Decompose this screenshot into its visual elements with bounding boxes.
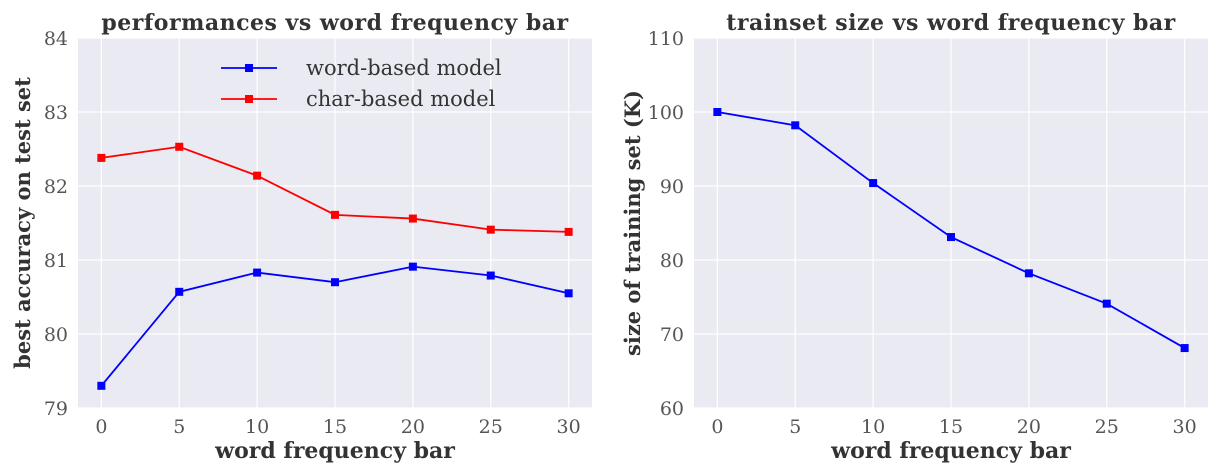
trainset-x-tick-label: 10 (861, 416, 885, 438)
trainset-x-tick-label: 0 (711, 416, 723, 438)
accuracy-series-1-point (486, 225, 495, 234)
trainset-series-0-point (1102, 299, 1111, 308)
accuracy-y-tick-label: 82 (44, 176, 68, 198)
legend-marker-char-based (245, 95, 253, 103)
accuracy-series-1-point (175, 142, 184, 151)
trainset-size-chart: 0 5 10 15 20 25 30 60 70 80 90 100 110 trainset size… (620, 10, 1208, 464)
accuracy-series-1-point (253, 171, 262, 180)
trainset-series-0-point (791, 121, 800, 130)
trainset-series-0-point (869, 179, 878, 188)
trainset-y-tick-label: 70 (660, 324, 684, 346)
accuracy-y-tick-label: 81 (44, 250, 68, 272)
accuracy-series-0-point (331, 278, 339, 287)
accuracy-x-tick-label: 0 (95, 416, 107, 438)
legend-marker-word-based (245, 64, 253, 72)
accuracy-legend: word-based model char-based model (221, 56, 502, 111)
accuracy-series-0-point (253, 268, 262, 277)
accuracy-x-tick-label: 15 (323, 416, 347, 438)
accuracy-x-tick-label: 10 (245, 416, 269, 438)
trainset-series-0-point (1180, 344, 1189, 353)
accuracy-series-1-point (331, 210, 339, 219)
accuracy-series-0-point (175, 287, 184, 296)
accuracy-y-axis-label: best accuracy on test set (10, 77, 35, 369)
accuracy-series-0-point (408, 262, 417, 271)
trainset-x-tick-label: 20 (1017, 416, 1041, 438)
trainset-x-tick-label: 5 (789, 416, 801, 438)
accuracy-x-tick-label: 5 (173, 416, 185, 438)
trainset-y-tick-label: 60 (660, 398, 684, 420)
accuracy-chart-title: performances vs word frequency bar (101, 10, 568, 36)
accuracy-y-tick-label: 84 (44, 28, 68, 50)
accuracy-series-1-point (564, 227, 573, 236)
trainset-series-0-point (1024, 269, 1033, 278)
trainset-chart-title: trainset size vs word frequency bar (726, 10, 1176, 36)
accuracy-x-tick-label: 30 (557, 416, 581, 438)
accuracy-series-0-point (97, 381, 106, 390)
trainset-series-0-point (713, 108, 722, 116)
trainset-x-tick-label: 30 (1173, 416, 1197, 438)
legend-label-char-based: char-based model (306, 87, 496, 111)
accuracy-series-0-point (564, 289, 573, 298)
trainset-y-tick-label: 100 (648, 102, 684, 124)
trainset-y-tick-label: 110 (648, 28, 684, 50)
trainset-y-tick-label: 90 (660, 176, 684, 198)
accuracy-x-tick-label: 20 (401, 416, 425, 438)
accuracy-x-tick-label: 25 (479, 416, 503, 438)
accuracy-series-0-point (486, 271, 495, 280)
accuracy-y-tick-label: 79 (44, 398, 68, 420)
accuracy-series-1-point (97, 153, 106, 162)
accuracy-chart: 0 5 10 15 20 25 30 79 80 81 82 83 84 performances vs… (10, 10, 592, 464)
trainset-x-tick-label: 25 (1095, 416, 1119, 438)
trainset-x-tick-label: 15 (939, 416, 963, 438)
trainset-series-0-point (947, 233, 955, 242)
trainset-y-tick-label: 80 (660, 250, 684, 272)
legend-label-word-based: word-based model (306, 56, 502, 80)
accuracy-y-tick-label: 83 (44, 102, 68, 124)
accuracy-y-tick-label: 80 (44, 324, 68, 346)
accuracy-x-axis-label: word frequency bar (214, 438, 455, 464)
accuracy-series-1-point (408, 214, 417, 223)
trainset-x-axis-label: word frequency bar (830, 438, 1071, 464)
trainset-y-axis-label: size of training set (K) (620, 90, 645, 356)
